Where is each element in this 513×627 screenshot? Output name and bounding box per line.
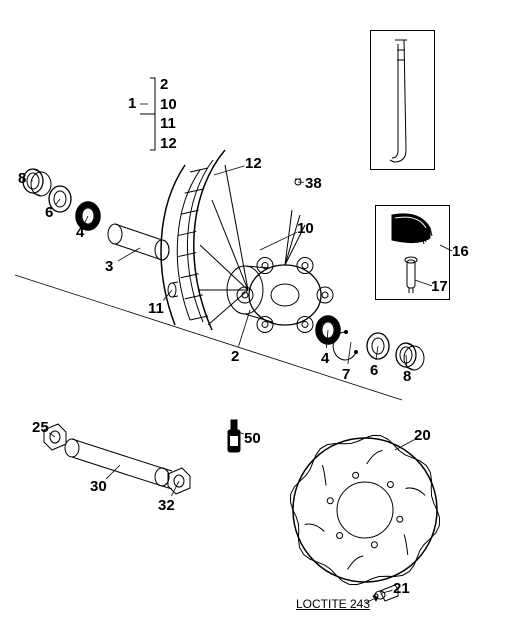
callout-c50: 50 <box>244 430 261 447</box>
callout-c4a: 4 <box>76 224 84 241</box>
bracket-item: 12 <box>160 134 177 154</box>
callout-c2: 2 <box>231 348 239 365</box>
callout-c8b: 8 <box>403 368 411 385</box>
callout-c6b: 6 <box>370 362 378 379</box>
callout-c11: 11 <box>148 300 164 317</box>
callout-c3: 3 <box>105 258 113 275</box>
callout-c25: 25 <box>32 419 49 436</box>
diagram-svg <box>0 0 513 627</box>
callout-c4b: 4 <box>321 350 329 367</box>
parts-diagram: 1 2 10 11 12 864311123810247681617253032… <box>0 0 513 627</box>
bracket-main-label: 1 <box>128 95 136 112</box>
bracket-item: 10 <box>160 95 177 115</box>
bracket-item: 2 <box>160 75 177 95</box>
callout-c30: 30 <box>90 478 107 495</box>
callout-c32: 32 <box>158 497 175 514</box>
callout-c7: 7 <box>342 366 350 383</box>
bracket-item: 11 <box>160 114 177 134</box>
tire-pump-frame <box>370 30 435 170</box>
callout-c21: 21 <box>393 580 410 597</box>
callout-c17: 17 <box>431 278 448 295</box>
callout-c20: 20 <box>414 427 431 444</box>
bracket-items: 2 10 11 12 <box>160 75 177 153</box>
callout-c10: 10 <box>297 220 314 237</box>
callout-c12: 12 <box>245 155 262 172</box>
callout-c6a: 6 <box>45 204 53 221</box>
callout-c38: 38 <box>305 175 322 192</box>
callout-c16: 16 <box>452 243 469 260</box>
loctite-annotation: LOCTITE 243 <box>296 597 370 611</box>
callout-c8a: 8 <box>18 170 26 187</box>
